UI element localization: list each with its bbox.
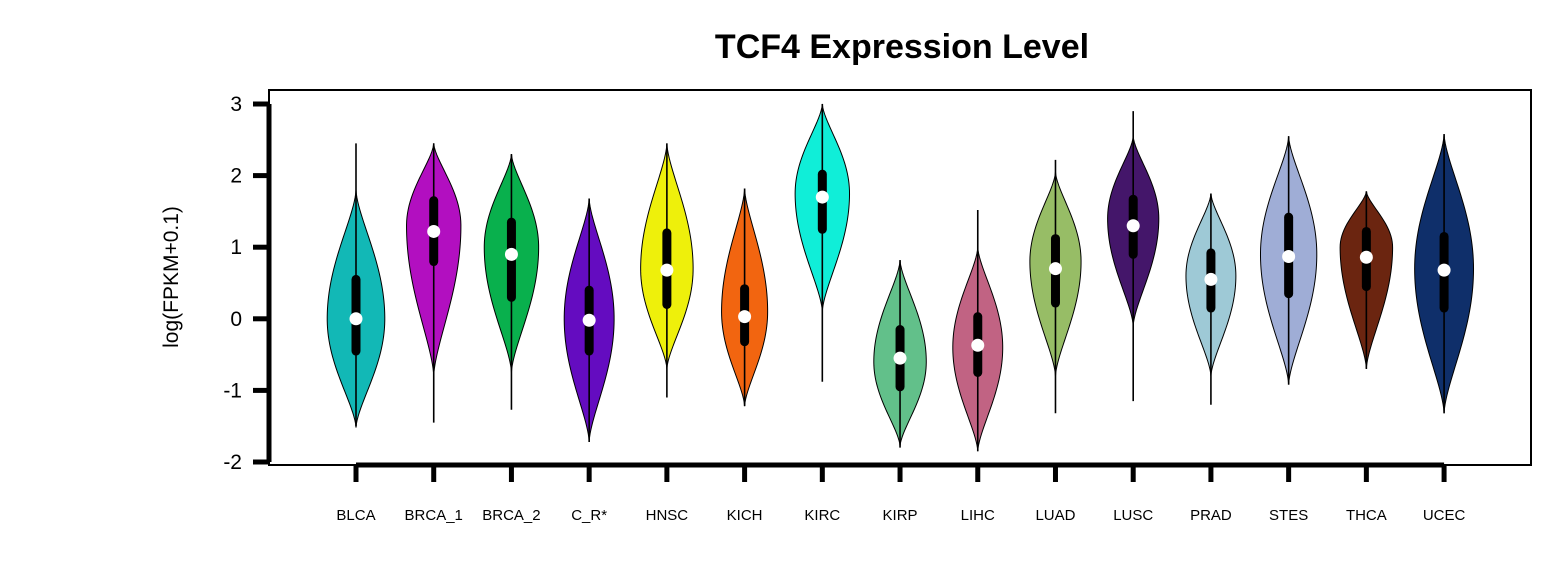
y-axis-label: log(FPKM+0.1) xyxy=(160,206,183,348)
violin-blca xyxy=(326,143,386,428)
x-tick-label: LUSC xyxy=(1113,507,1153,524)
y-tick-label: -2 xyxy=(223,451,242,474)
x-tick-label: C_R* xyxy=(571,507,607,524)
x-tick-label: BLCA xyxy=(336,507,375,524)
y-tick-label: 1 xyxy=(230,236,242,259)
x-tick-label: KIRC xyxy=(804,507,840,524)
x-axis: BLCA BRCA_1 BRCA_2 C_R* HNSC KICH KIRC KIRP LIHC… xyxy=(336,462,1466,524)
chart-title: TCF4 Expression Level xyxy=(715,28,1089,66)
violin-kich xyxy=(721,188,769,407)
median-dot xyxy=(1359,250,1373,264)
violin-c-r- xyxy=(563,198,615,442)
x-tick-label: PRAD xyxy=(1190,507,1232,524)
x-tick-label: THCA xyxy=(1346,507,1387,524)
x-tick-label: KIRP xyxy=(883,507,918,524)
median-dot xyxy=(1048,262,1062,276)
y-tick-label: 3 xyxy=(230,93,242,116)
violin-lusc xyxy=(1107,111,1160,402)
median-dot xyxy=(1204,272,1218,286)
x-tick-label: BRCA_1 xyxy=(405,507,463,524)
y-tick-label: 2 xyxy=(230,165,242,188)
median-dot xyxy=(504,247,518,261)
median-dot xyxy=(1437,263,1451,277)
y-tick-label: -1 xyxy=(223,379,242,402)
violin-brca-2 xyxy=(483,154,540,410)
median-dot xyxy=(427,224,441,238)
violin-brca-1 xyxy=(406,143,462,423)
violin-lihc xyxy=(952,209,1004,452)
x-tick-label: KICH xyxy=(727,507,763,524)
x-tick-label: HNSC xyxy=(646,507,689,524)
x-tick-label: UCEC xyxy=(1423,507,1466,524)
y-axis: -2 -1 0 1 2 3 xyxy=(223,93,272,474)
violin-hnsc xyxy=(640,143,694,398)
median-dot xyxy=(738,310,752,324)
median-dot xyxy=(349,312,363,326)
violin-thca xyxy=(1339,191,1394,369)
violins-group xyxy=(326,103,1475,452)
median-dot xyxy=(1282,250,1296,264)
violin-prad xyxy=(1185,193,1237,405)
median-dot xyxy=(1126,219,1140,233)
violin-kirp xyxy=(873,260,927,448)
median-dot xyxy=(582,313,596,327)
violin-ucec xyxy=(1414,134,1475,414)
median-dot xyxy=(971,338,985,352)
violin-stes xyxy=(1259,136,1318,385)
median-dot xyxy=(893,351,907,365)
violin-kirc xyxy=(794,103,851,382)
y-tick-label: 0 xyxy=(230,308,242,331)
x-tick-label: STES xyxy=(1269,507,1308,524)
x-tick-label: LIHC xyxy=(961,507,995,524)
x-tick-label: BRCA_2 xyxy=(482,507,540,524)
median-dot xyxy=(660,263,674,277)
median-dot xyxy=(815,190,829,204)
x-tick-label: LUAD xyxy=(1035,507,1075,524)
violin-luad xyxy=(1029,159,1082,414)
